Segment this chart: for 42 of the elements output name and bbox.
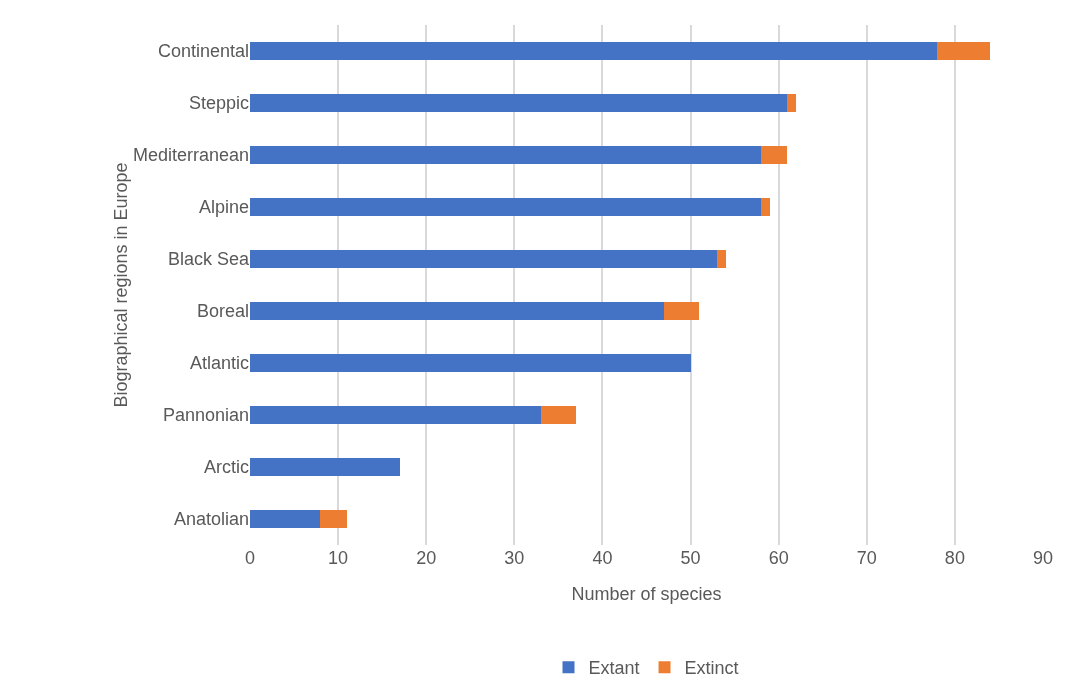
y-tick-label: Boreal [196, 301, 249, 322]
bar [716, 249, 726, 269]
x-tick-label: 30 [504, 548, 525, 568]
x-tick-label: 10 [328, 548, 349, 568]
y-tick-label: Black Sea [167, 249, 250, 270]
y-tick-label: Continental [157, 41, 249, 62]
bar [250, 405, 541, 425]
y-tick-label: Anatolian [173, 509, 249, 530]
y-tick-label: Pannonian [162, 405, 249, 426]
x-tick-label: 80 [944, 548, 965, 568]
y-tick-label: Atlantic [189, 353, 249, 374]
bar [761, 197, 770, 217]
bar [250, 197, 762, 217]
y-tick-label: Alpine [198, 197, 249, 218]
legend-label: Extant [588, 658, 640, 679]
bar [320, 509, 347, 529]
x-tick-label: 90 [1032, 548, 1054, 568]
x-tick-label: 40 [592, 548, 613, 568]
bar [250, 41, 938, 61]
y-axis-title: Biographical regions in Europe [110, 162, 131, 408]
x-axis-title: Number of species [571, 584, 722, 605]
legend-label: Extinct [684, 658, 739, 679]
bar [250, 353, 691, 373]
x-tick-label: 20 [416, 548, 437, 568]
bar [761, 145, 788, 165]
x-tick-label: 70 [856, 548, 877, 568]
bar [250, 457, 400, 477]
x-tick-label: 0 [244, 548, 256, 568]
x-tick-label: 50 [680, 548, 701, 568]
bar [250, 301, 665, 321]
bar [937, 41, 991, 61]
bar [250, 249, 717, 269]
bar [787, 93, 797, 113]
y-tick-label: Arctic [204, 457, 249, 478]
bar [540, 405, 577, 425]
y-tick-label: Steppic [188, 93, 249, 114]
bar [250, 509, 321, 529]
bar [664, 301, 700, 321]
y-tick-label: Mediterranean [132, 145, 249, 166]
x-tick-label: 60 [768, 548, 789, 568]
bar [250, 93, 788, 113]
bar [250, 145, 762, 165]
